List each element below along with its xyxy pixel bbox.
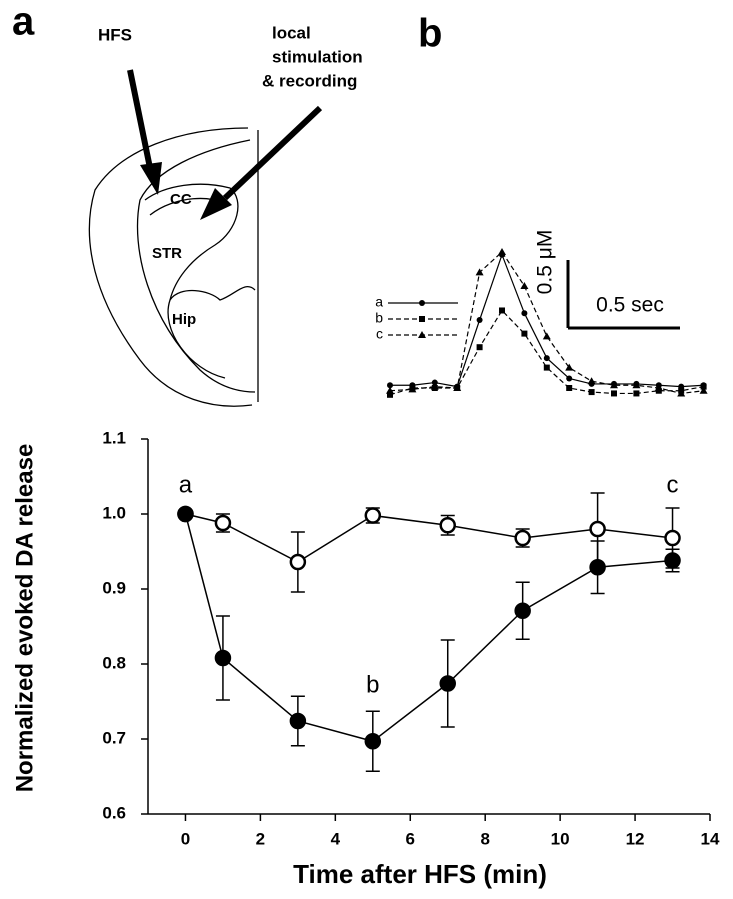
data-point	[214, 649, 232, 667]
series-line	[185, 513, 673, 563]
trace-point	[565, 363, 574, 371]
x-tick-label: 2	[256, 829, 265, 848]
diagram-label: Hip	[172, 311, 196, 328]
trace-point	[431, 379, 438, 386]
diagram-label: HFS	[98, 25, 132, 44]
annotation: b	[366, 671, 379, 698]
annotation: a	[179, 471, 193, 498]
trace-point	[453, 384, 462, 391]
trace-point	[387, 382, 393, 389]
x-tick-label: 12	[626, 829, 645, 848]
trace-point	[521, 330, 528, 337]
data-point	[439, 517, 456, 534]
trace-point	[654, 384, 663, 391]
x-tick-label: 8	[480, 829, 489, 848]
x-tick-label: 14	[701, 829, 720, 848]
series-line	[184, 513, 673, 743]
y-tick-label: 0.9	[102, 578, 126, 597]
data-point	[514, 602, 531, 619]
trace-point	[499, 307, 505, 314]
trace-point	[476, 317, 483, 323]
trace-point	[677, 389, 686, 397]
y-tick-label: 0.6	[102, 803, 126, 822]
y-tick-label: 1.0	[102, 503, 126, 522]
trace-point	[633, 390, 640, 397]
diagram-label: & recording	[262, 71, 357, 90]
trace-point	[498, 248, 506, 255]
data-point	[514, 529, 531, 547]
panel-label: b	[418, 12, 442, 56]
data-point	[664, 529, 681, 547]
data-point	[214, 514, 232, 532]
data-point	[289, 553, 307, 571]
trace-point	[542, 332, 551, 340]
x-tick-label: 4	[331, 829, 341, 848]
y-axis-label: Normalized evoked DA release	[11, 444, 38, 793]
legend-label: a	[375, 294, 383, 310]
trace-point	[632, 381, 641, 389]
diagram-label: local	[272, 23, 311, 42]
x-axis-label: Time after HFS (min)	[293, 859, 547, 889]
legend-marker	[418, 331, 426, 338]
trace-point	[476, 344, 483, 351]
trace-point	[430, 382, 439, 390]
data-point	[364, 507, 382, 524]
trace-point	[387, 391, 393, 398]
legend-marker	[419, 316, 425, 322]
y-tick-label: 0.8	[102, 653, 126, 672]
data-point	[289, 712, 307, 730]
trace-point	[611, 390, 617, 397]
trace-point	[566, 375, 573, 382]
trace-point	[610, 381, 618, 389]
x-tick-label: 6	[406, 829, 415, 848]
trace-line	[389, 251, 704, 395]
trace-point	[566, 385, 573, 391]
y-tick-label: 1.1	[102, 428, 126, 447]
diagram-label: stimulation	[272, 47, 363, 66]
data-point	[664, 552, 681, 569]
x-tick-label: 0	[181, 829, 190, 848]
data-point	[589, 520, 606, 538]
trace-point	[520, 282, 529, 289]
trace-point	[588, 389, 595, 396]
x-tick-label: 10	[551, 829, 570, 848]
panel-label: a	[12, 0, 35, 44]
data-point	[589, 559, 606, 576]
trace-point	[699, 386, 708, 394]
legend-label: c	[376, 326, 383, 342]
legend-marker	[419, 300, 425, 306]
diagram-label: STR	[152, 245, 182, 262]
annotation: c	[667, 471, 679, 498]
arrow	[127, 69, 323, 220]
trace-point	[521, 310, 528, 317]
data-point	[364, 733, 382, 750]
diagram-label: CC	[170, 191, 192, 208]
data-point	[439, 675, 456, 692]
scale-label: 0.5 sec	[596, 294, 664, 317]
brain-diagram	[88, 127, 259, 407]
trace-point	[408, 385, 417, 393]
trace-point	[587, 377, 596, 385]
trace-point	[386, 386, 394, 394]
data-point	[177, 505, 194, 523]
trace-point	[475, 268, 484, 276]
legend-label: b	[375, 310, 383, 326]
trace-point	[700, 383, 707, 390]
scale-label: 0.5 μM	[534, 230, 557, 295]
y-tick-label: 0.7	[102, 728, 126, 747]
trace-point	[543, 364, 550, 371]
trace-point	[543, 355, 550, 362]
